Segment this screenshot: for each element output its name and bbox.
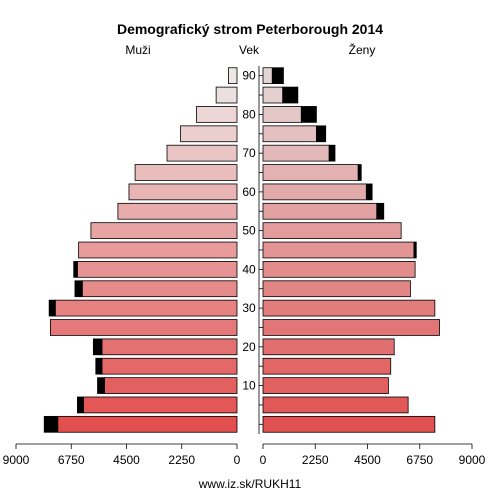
female-excess-90+ (271, 67, 284, 85)
female-excess-65-69 (357, 164, 362, 181)
male-excess-10-14 (97, 377, 105, 394)
female-excess-45-49 (413, 241, 417, 259)
female-bar-45-49 (262, 241, 415, 259)
female-x-tick-label: 9000 (459, 453, 486, 467)
female-bar-0-4 (262, 415, 436, 433)
male-bar-45-49 (78, 241, 238, 259)
male-bar-65-69 (134, 164, 238, 181)
age-tick-label: 30 (242, 301, 256, 315)
male-bar-20-24 (101, 338, 238, 356)
male-excess-0-4 (43, 415, 59, 433)
male-bar-40-44 (76, 261, 238, 278)
male-bar-35-39 (81, 280, 238, 298)
source-label: www.iz.sk/RUKH11 (198, 477, 302, 491)
male-excess-30-34 (48, 299, 56, 317)
male-x-tick-label: 9000 (3, 453, 30, 467)
male-bar-70-74 (166, 144, 238, 162)
female-excess-75-79 (316, 125, 327, 143)
male-bar-15-19 (101, 357, 238, 375)
female-label: Ženy (349, 42, 376, 57)
chart-title: Demografický strom Peterborough 2014 (117, 21, 383, 37)
age-tick-label: 90 (242, 69, 256, 83)
female-x-tick-label: 2250 (302, 453, 329, 467)
female-excess-80-84 (300, 106, 317, 123)
female-bar-70-74 (262, 144, 330, 162)
female-bar-75-79 (262, 125, 317, 143)
female-excess-60-64 (365, 183, 373, 201)
male-excess-35-39 (74, 280, 83, 298)
male-x-tick-label: 0 (234, 453, 241, 467)
female-excess-55-59 (376, 202, 385, 220)
female-bar-80-84 (262, 106, 302, 123)
age-tick-label: 50 (242, 224, 256, 238)
age-tick-label: 60 (242, 185, 256, 199)
male-bar-80-84 (196, 106, 238, 123)
female-excess-85-89 (282, 86, 299, 104)
age-tick-label: 20 (242, 340, 256, 354)
male-bar-30-34 (54, 299, 238, 317)
male-label: Muži (125, 43, 150, 57)
female-x-tick-label: 0 (260, 453, 267, 467)
male-excess-20-24 (92, 338, 103, 356)
male-bar-85-89 (215, 86, 238, 104)
male-excess-40-44 (73, 261, 78, 278)
age-axis-label: Vek (239, 43, 260, 57)
female-bar-60-64 (262, 183, 367, 201)
female-bar-20-24 (262, 338, 395, 356)
female-bar-5-9 (262, 396, 409, 414)
male-bar-60-64 (128, 183, 238, 201)
female-bar-35-39 (262, 280, 411, 298)
female-bar-90+ (262, 67, 273, 85)
bars-group (43, 67, 440, 433)
female-x-tick-label: 4500 (354, 453, 381, 467)
male-bar-90+ (228, 67, 238, 85)
age-tick-label: 10 (242, 379, 256, 393)
female-bar-50-54 (262, 222, 402, 239)
female-bar-10-14 (262, 377, 389, 394)
male-bar-25-29 (49, 319, 238, 336)
male-bar-5-9 (83, 396, 238, 414)
male-bar-50-54 (90, 222, 238, 239)
female-bar-30-34 (262, 299, 436, 317)
male-bar-75-79 (180, 125, 238, 143)
male-bar-10-14 (104, 377, 238, 394)
female-bar-65-69 (262, 164, 359, 181)
male-excess-15-19 (95, 357, 103, 375)
female-bar-40-44 (262, 261, 416, 278)
male-x-tick-label: 6750 (58, 453, 85, 467)
male-bar-55-59 (117, 202, 238, 220)
male-x-tick-label: 4500 (113, 453, 140, 467)
female-bar-85-89 (262, 86, 284, 104)
age-tick-label: 40 (242, 262, 256, 276)
male-excess-5-9 (76, 396, 84, 414)
female-excess-70-74 (328, 144, 336, 162)
axes-group: 10 20 30 40 50 60 70 80 90 9000 6750 4500 2250 0 0 2250… (3, 66, 486, 467)
male-x-tick-label: 2250 (168, 453, 195, 467)
female-bar-55-59 (262, 202, 378, 220)
female-bar-15-19 (262, 357, 392, 375)
age-tick-label: 70 (242, 146, 256, 160)
age-tick-label: 80 (242, 107, 256, 121)
female-bar-25-29 (262, 319, 440, 336)
male-bar-0-4 (57, 415, 238, 433)
female-x-tick-label: 6750 (406, 453, 433, 467)
